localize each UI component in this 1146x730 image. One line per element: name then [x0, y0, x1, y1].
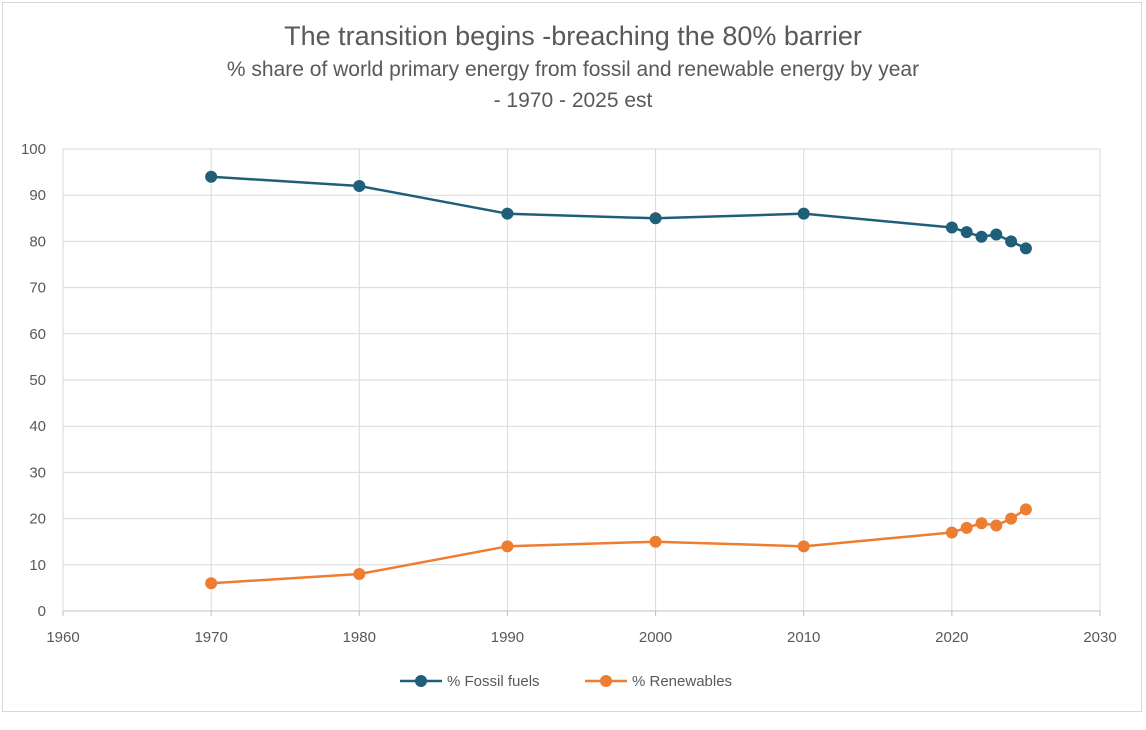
data-point [990, 228, 1003, 241]
y-tick-label: 40 [29, 418, 46, 435]
data-point [945, 221, 958, 234]
series-layer [205, 170, 1032, 590]
legend-label: % Fossil fuels [447, 673, 540, 690]
data-point [353, 568, 366, 581]
legend: % Fossil fuels % Renewables [400, 673, 732, 690]
chart-title: The transition begins -breaching the 80%… [284, 21, 862, 51]
data-point [1019, 242, 1032, 255]
legend-label: % Renewables [632, 673, 732, 690]
y-tick-label: 0 [38, 603, 46, 620]
y-tick-label: 30 [29, 464, 46, 481]
y-tick-label: 80 [29, 233, 46, 250]
y-tick-label: 100 [21, 141, 46, 158]
y-tick-label: 90 [29, 187, 46, 204]
data-point [975, 230, 988, 243]
data-point [990, 519, 1003, 532]
data-point [1019, 503, 1032, 516]
data-point [501, 207, 514, 220]
data-point [353, 179, 366, 192]
y-tick-label: 20 [29, 511, 46, 528]
series-line-1 [211, 508, 1027, 585]
data-point [1005, 235, 1018, 248]
x-tick-label: 1970 [194, 629, 227, 646]
data-point [205, 170, 218, 183]
data-point [649, 535, 662, 548]
y-tick-label: 70 [29, 280, 46, 297]
legend-marker [415, 675, 427, 687]
legend-marker [600, 675, 612, 687]
data-point [501, 540, 514, 553]
chart-subtitle-line2: - 1970 - 2025 est [493, 89, 653, 112]
data-point [975, 517, 988, 530]
gridlines [62, 148, 1101, 612]
data-point [797, 540, 810, 553]
x-tick-label: 2020 [935, 629, 968, 646]
x-tick-label: 2010 [787, 629, 820, 646]
chart-subtitle-line1: % share of world primary energy from fos… [226, 58, 920, 81]
series-line-0 [211, 175, 1027, 250]
y-tick-label: 60 [29, 326, 46, 343]
data-point [797, 207, 810, 220]
y-tick-label: 10 [29, 557, 46, 574]
data-point [945, 526, 958, 539]
x-tick-label: 1990 [491, 629, 524, 646]
x-tick-label: 2000 [639, 629, 672, 646]
data-point [649, 212, 662, 225]
x-tick-label: 1960 [46, 629, 79, 646]
data-point [1005, 512, 1018, 525]
data-point [960, 226, 973, 239]
x-tick-label: 1980 [343, 629, 376, 646]
data-point [960, 521, 973, 534]
data-point [205, 577, 218, 590]
x-tick-label: 2030 [1083, 629, 1116, 646]
chart-title-block: The transition begins -breaching the 80%… [0, 18, 1146, 116]
y-tick-label: 50 [29, 372, 46, 389]
